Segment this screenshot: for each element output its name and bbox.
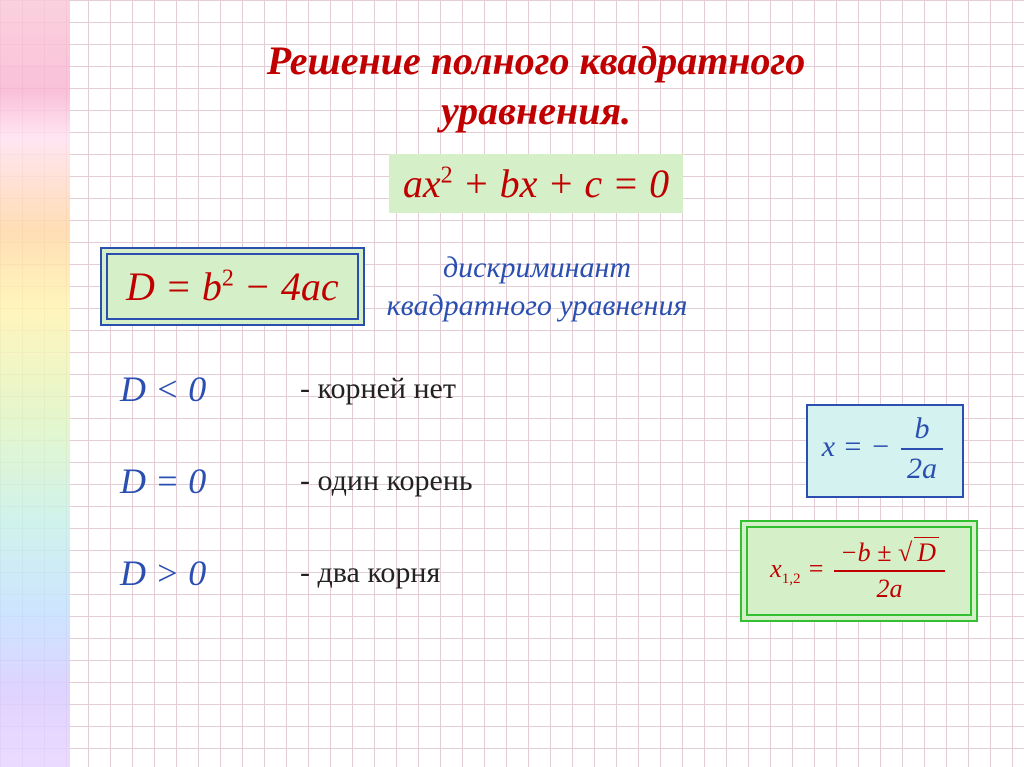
slide-content: Решение полного квадратного уравнения. a…: [0, 0, 1024, 624]
disc-label-2: квадратного уравнения: [387, 289, 688, 322]
numerator: b: [901, 412, 943, 448]
denominator: 2a: [901, 448, 943, 486]
discriminant-row: D = b2 − 4ac дискриминант квадратного ур…: [108, 249, 994, 324]
num-prefix: −b ±: [840, 538, 891, 567]
discriminant-formula: D = b2 − 4ac: [108, 255, 357, 318]
fraction: −b ± √D 2a: [834, 538, 945, 604]
case-condition: D = 0: [120, 460, 270, 502]
formula-subscript: 1,2: [782, 571, 801, 587]
slide-title: Решение полного квадратного уравнения.: [78, 36, 994, 136]
title-line-2: уравнения.: [441, 88, 631, 133]
sqrt-icon: √D: [898, 538, 939, 568]
case-text: - два корня: [300, 556, 440, 590]
case-condition: D > 0: [120, 552, 270, 594]
main-equation-row: ax2 + bx + c = 0: [78, 154, 994, 213]
formula-lhs: x = −: [822, 430, 891, 463]
title-line-1: Решение полного квадратного: [267, 38, 806, 83]
case-text: - корней нет: [300, 372, 456, 406]
discriminant-label: дискриминант квадратного уравнения: [387, 249, 688, 324]
numerator: −b ± √D: [834, 538, 945, 570]
equals: =: [807, 554, 831, 583]
single-root-formula: x = − b 2a: [806, 404, 964, 498]
denominator: 2a: [834, 570, 945, 604]
two-roots-formula: x1,2 = −b ± √D 2a: [748, 528, 970, 614]
case-condition: D < 0: [120, 368, 270, 410]
fraction: b 2a: [901, 412, 943, 486]
radicand: D: [914, 537, 939, 567]
disc-label-1: дискриминант: [443, 251, 631, 284]
formula-lhs-x: x: [770, 554, 782, 583]
cases-block: D < 0 - корней нет D = 0 - один корень D…: [78, 368, 994, 594]
quadratic-equation: ax2 + bx + c = 0: [389, 154, 683, 213]
case-text: - один корень: [300, 464, 473, 498]
